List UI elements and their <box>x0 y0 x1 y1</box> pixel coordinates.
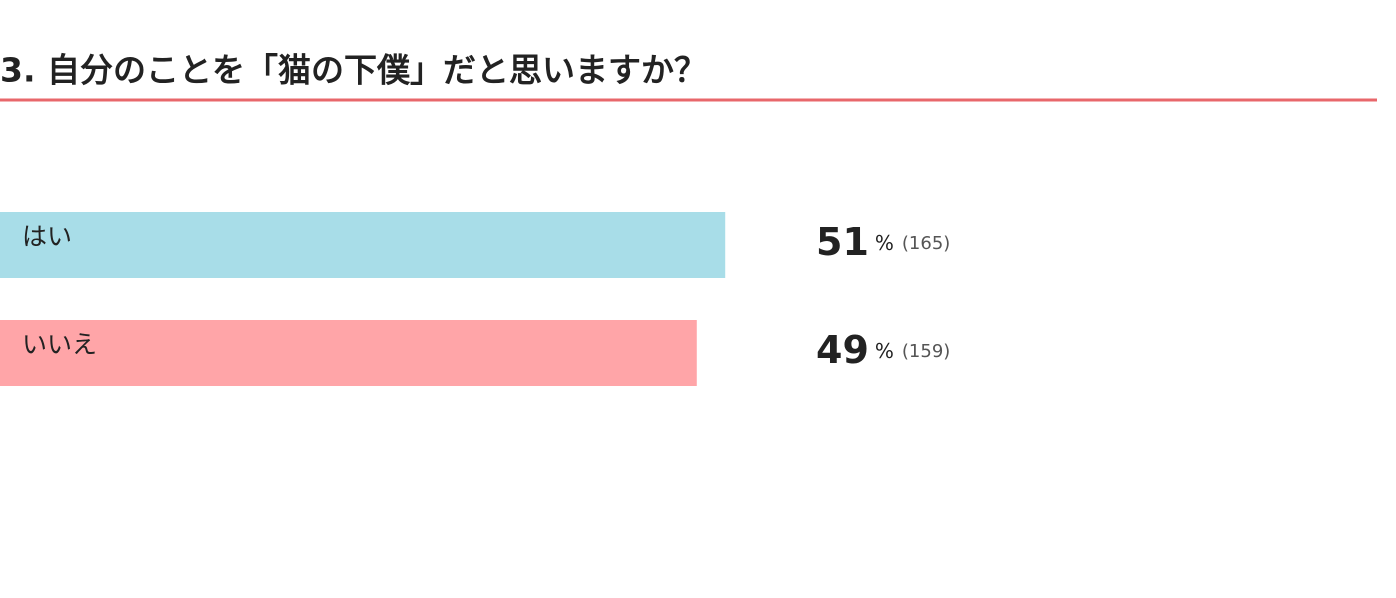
count-label: (165) <box>902 233 950 254</box>
value-label: 51% (165) <box>816 220 950 264</box>
chart-title: 3. 自分のことを「猫の下僕」だと思いますか？ <box>0 51 707 90</box>
category-label: いいえ <box>22 330 97 359</box>
value-label: 49% (159) <box>816 328 950 372</box>
value-unit: % <box>875 339 894 363</box>
category-label: はい <box>22 222 72 251</box>
bar <box>0 212 726 278</box>
value-unit: % <box>875 231 894 255</box>
count-label: (159) <box>902 341 950 362</box>
value-number: 49 <box>816 328 869 372</box>
bar <box>0 320 697 386</box>
value-number: 51 <box>816 220 869 264</box>
